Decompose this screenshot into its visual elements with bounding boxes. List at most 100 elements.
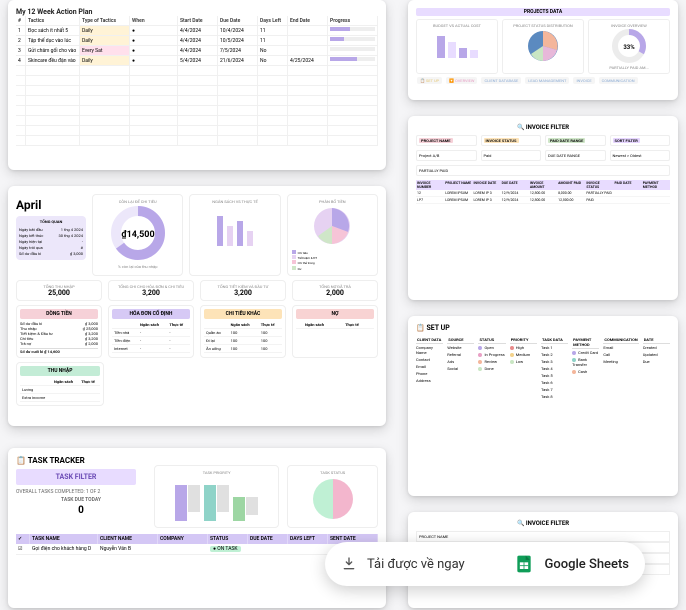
setup-col: DATECreatedUpdatedDue [643, 336, 670, 400]
google-sheets-text: Google Sheets [544, 557, 629, 572]
cell: 10/4/2024 [218, 26, 258, 36]
progress-cell [328, 46, 378, 56]
col-header: Due Date [218, 16, 258, 26]
action-plan-card: My 12 Week Action Plan #TacticsType of T… [8, 0, 386, 170]
setup-card: 📋 SET UP CLIENT DATACompany NameContactE… [408, 316, 678, 496]
tab-lead-management[interactable]: LEAD MANAGEMENT [525, 77, 569, 84]
tab-invoice[interactable]: INVOICE [573, 77, 594, 84]
task-table-body: ☑Gọi điện cho khách hàng DNguyễn Văn B● … [16, 544, 378, 555]
progress-cell [328, 26, 378, 36]
section-box: NỢNgân sáchThực tế [292, 305, 378, 358]
cell [288, 36, 328, 46]
col-header: Type of Tactics [80, 16, 130, 26]
subfilter-cell[interactable]: Paid [481, 150, 542, 161]
tab-communication[interactable]: COMMUNICATION [599, 77, 638, 84]
inv-col-header: DUE DATE [501, 180, 529, 190]
tab-client-database[interactable]: CLIENT DATABASE [481, 77, 521, 84]
invoice-row[interactable]: LP7LOREM IPSUMLOREM IP 312/9/202412,500.… [416, 197, 670, 204]
cell [288, 46, 328, 56]
inv-col-header: INVOICE NUMBER [416, 180, 444, 190]
status-dist-box: PROJECT STATUS DISTRIBUTION [502, 19, 584, 74]
task-col-header: DAYS LEFT [288, 534, 328, 544]
action-plan-title: My 12 Week Action Plan [16, 8, 378, 16]
extra-filter[interactable]: PARTIALLY PAID [416, 165, 670, 176]
inv-col-header: AMOUNT PAID [557, 180, 585, 190]
completed-stat: OVERALL TASKS COMPLETED: 1 OF 2 [16, 489, 146, 495]
svg-text:₫14,500: ₫14,500 [121, 230, 154, 240]
sum-box: TỔNG CHI CHO HÓA ĐƠN & CHI TIÊU3,200 [108, 280, 194, 301]
cell: No [258, 46, 288, 56]
task-filter-button[interactable]: TASK FILTER [16, 469, 136, 485]
filter7-cell[interactable]: PROJECT NAME [416, 531, 670, 542]
setup-col: TASK DATATask 1Task 2Task 3Task 4Task 5T… [541, 336, 568, 400]
donut-panel: CÒN LẠI ĐỂ CHI TIÊU ₫14,500 % còn lại củ… [92, 194, 183, 276]
setup-col: CLIENT DATACompany NameContactEmailPhone… [416, 336, 443, 400]
priority-chart: TASK PRIORITY [154, 465, 279, 528]
cell: 7/5/2024 [218, 46, 258, 56]
cell: 21/6/2024 [218, 56, 258, 66]
col-header: End Date [288, 16, 328, 26]
subfilter-cell[interactable]: Newest > Oldest [610, 150, 671, 161]
tabs-row: 📋 SET UP 🔽 OVERVIEW CLIENT DATABASE LEAD MA… [416, 77, 670, 84]
projects-title: PROJECTS DATA [416, 8, 670, 16]
inv-col-header: INVOICE AMOUNT [529, 180, 557, 190]
subfilter-cell[interactable]: Project A/B [416, 150, 477, 161]
cell: Every Sat [80, 46, 130, 56]
filter-row-1: PROJECT NAME INVOICE STATUSPAID DATE RANG… [416, 135, 670, 146]
download-pill[interactable]: Tải được về ngay Google Sheets [325, 542, 645, 586]
invoice-overview-box: INVOICE OVERVIEW 33% PARTIALLY PAID AM..… [588, 19, 670, 74]
tab--set-up[interactable]: 📋 SET UP [417, 77, 442, 84]
filter-cell[interactable]: PAID DATE RANGE [545, 135, 606, 146]
cell: 2 [16, 36, 26, 46]
income-row: THU NHẬPNgân sáchThực tếLươngExtra incom… [16, 362, 378, 406]
tab--overview[interactable]: 🔽 OVERVIEW [446, 77, 477, 84]
filter-cell[interactable]: PROJECT NAME [416, 135, 477, 146]
inv-col-header: PROJECT NAME [444, 180, 472, 190]
filter-row-2: Project A/B PaidDUE DATE RANGE Newest > Ol… [416, 150, 670, 161]
cell: ● [130, 46, 178, 56]
cell: 4/4/2024 [178, 36, 218, 46]
invoice-row[interactable]: 12LOREM IPSUMLOREM IP 312/9/202412,500.0… [416, 190, 670, 197]
sections-row: DÒNG TIỀNSố dư đầu kì₫ 3,000Thu nhập₫ 25… [16, 305, 378, 358]
donut-sub: % còn lại của thu nhập [97, 264, 178, 269]
section-box: DÒNG TIỀNSố dư đầu kì₫ 3,000Thu nhập₫ 25… [16, 305, 102, 358]
setup-col: COMMUNICATIONEmailCallMeeting [603, 336, 638, 400]
filter-cell[interactable]: INVOICE STATUS [481, 135, 542, 146]
inv-col-header: INVOICE STATUS [585, 180, 613, 190]
sum-box: TỔNG THU NHẬP25,000 [16, 280, 102, 301]
action-plan-grid: #TacticsType of TacticsWhenStart DateDue… [16, 16, 378, 146]
cell: No [258, 56, 288, 66]
col-header: # [16, 16, 26, 26]
cell: Daily [80, 26, 130, 36]
invoice-filter-card: 🔍 INVOICE FILTER PROJECT NAMEINVOICE STA… [408, 116, 678, 300]
col-header: Start Date [178, 16, 218, 26]
inv-col-header: PAYMENT METHOD [642, 180, 670, 190]
cell: 11 [258, 36, 288, 46]
sums-row: TỔNG THU NHẬP25,000 TỔNG CHI CHO HÓA ĐƠN … [16, 280, 378, 301]
cell: 4/4/2024 [178, 26, 218, 36]
invoice-table-header: INVOICE NUMBERPROJECT NAMEINVOICE DATEDU… [416, 180, 670, 190]
progress-cell [328, 56, 378, 66]
cell: ● [130, 26, 178, 36]
cell: ● [130, 36, 178, 46]
progress-cell [328, 36, 378, 46]
setup-columns: CLIENT DATACompany NameContactEmailPhone… [416, 336, 670, 400]
status-title: TASK STATUS [292, 470, 373, 475]
task-col-header: COMPANY [158, 534, 208, 544]
due-today-label: TASK DUE TODAY [16, 497, 146, 503]
task-col-header: CLIENT NAME [98, 534, 158, 544]
section-box: HÓA ĐƠN CỐ ĐỊNHNgân sáchThực tếTiền nhà-… [108, 305, 194, 358]
subfilter-cell[interactable]: DUE DATE RANGE [545, 150, 606, 161]
partial-paid-label: PARTIALLY PAID AM... [592, 65, 666, 70]
cell: Skincare đều đặn vào mỗi tối [26, 56, 80, 66]
download-icon [341, 556, 357, 572]
task-row[interactable]: ☑Gọi điện cho khách hàng DNguyễn Văn B● … [16, 544, 378, 555]
filter-cell[interactable]: SORT FILTER [610, 135, 671, 146]
cell: Gửi chăm gối cho vào sáng thứ 7 [26, 46, 80, 56]
task-tracker-card: 📋 TASK TRACKER TASK FILTER OVERALL TASKS… [8, 448, 386, 608]
task-col-header: STATUS [208, 534, 248, 544]
task-col-header: TASK NAME [30, 534, 98, 544]
filter-row-3: PARTIALLY PAID [416, 165, 670, 176]
cell: Tập thể dục vào lúc 6h30 sáng mỗi ngày [26, 36, 80, 46]
download-text: Tải được về ngay [367, 557, 504, 572]
